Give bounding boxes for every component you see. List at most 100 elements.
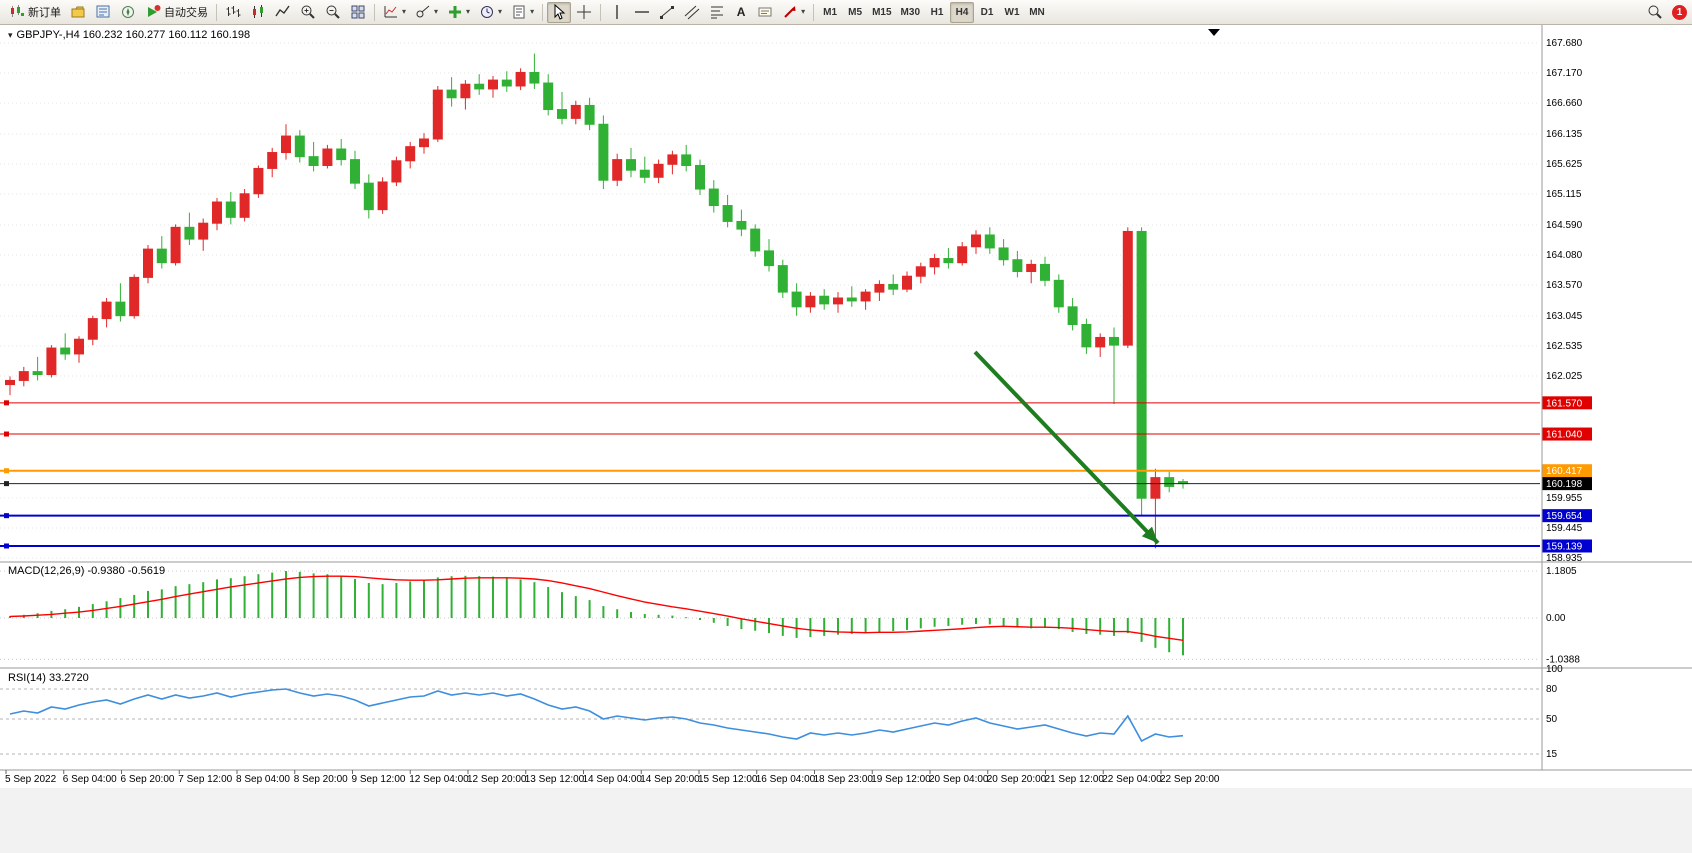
new-order-icon	[9, 4, 25, 20]
timeframe-mn-button[interactable]: MN	[1029, 6, 1045, 18]
timeframe-w1-button[interactable]: W1	[1004, 6, 1020, 18]
new-order-label: 新订单	[28, 7, 61, 19]
candle-body	[239, 193, 250, 218]
bar-chart-type-button[interactable]	[221, 2, 245, 23]
channel-tool-button[interactable]	[680, 2, 704, 23]
search-button[interactable]	[1643, 2, 1667, 23]
candle-body	[377, 181, 388, 211]
zoom-out-button[interactable]	[321, 2, 345, 23]
date-label: 20 Sep 04:00	[929, 774, 989, 785]
objects-list-button[interactable]: ▾	[411, 2, 442, 23]
bar-chart-icon	[225, 4, 241, 20]
scroll-marker[interactable]	[1208, 29, 1220, 36]
level-handle[interactable]	[4, 481, 9, 487]
zoom-in-button[interactable]	[296, 2, 320, 23]
date-label: 18 Sep 23:00	[814, 774, 874, 785]
macd-histogram-bar	[768, 618, 770, 634]
date-label: 7 Sep 12:00	[178, 774, 232, 785]
timeframe-h1-button[interactable]: H1	[930, 6, 944, 18]
chart-plot-area[interactable]	[0, 25, 1540, 562]
date-label: 5 Sep 2022	[5, 774, 57, 785]
rsi-label: RSI(14) 33.2720	[8, 672, 89, 684]
macd-histogram-bar	[1002, 618, 1005, 626]
dropdown-arrow-icon: ▾	[434, 7, 439, 16]
new-order-button[interactable]: 新订单	[5, 2, 65, 23]
candle-body	[101, 301, 112, 320]
market-watch-button[interactable]	[91, 2, 115, 23]
horizontal-line-tool-button[interactable]	[630, 2, 654, 23]
level-handle[interactable]	[4, 400, 9, 406]
macd-histogram-bar	[243, 576, 246, 618]
navigator-icon	[120, 4, 136, 20]
templates-button[interactable]: ▾	[507, 2, 538, 23]
level-handle[interactable]	[4, 543, 9, 549]
text-tool-button[interactable]: A	[730, 2, 752, 23]
trendline-tool-button[interactable]	[655, 2, 679, 23]
tile-windows-button[interactable]	[346, 2, 370, 23]
timeframe-h4-button[interactable]: H4	[950, 1, 974, 23]
candle-body	[60, 347, 71, 355]
macd-histogram-bar	[685, 617, 688, 619]
horizontal-line-icon	[634, 4, 650, 20]
macd-histogram-bar	[464, 575, 467, 618]
price-tick-label: 165.625	[1546, 159, 1583, 170]
macd-histogram-bar	[754, 618, 757, 631]
crosshair-tool-button[interactable]	[572, 2, 596, 23]
indicators-icon	[383, 4, 399, 20]
add-indicator-button[interactable]: ▾	[443, 2, 474, 23]
price-tick-label: 164.590	[1546, 220, 1583, 231]
trend-arrow[interactable]	[973, 350, 1160, 545]
candle-body	[198, 222, 209, 240]
arrows-tool-button[interactable]: ▾	[778, 2, 809, 23]
chart-title-row: ▾ GBPJPY-,H4 160.232 160.277 160.112 160…	[8, 29, 250, 41]
candle-body	[405, 146, 416, 162]
toolbar-separator	[374, 3, 375, 21]
macd-signal-line	[9, 575, 1184, 642]
auto-trading-button[interactable]: 自动交易	[141, 2, 212, 23]
candle-body	[156, 248, 167, 264]
notification-count: 1	[1676, 6, 1683, 18]
macd-histogram-bar	[326, 574, 329, 618]
line-chart-type-button[interactable]	[271, 2, 295, 23]
candle-body	[115, 301, 126, 317]
price-tick-label: 165.115	[1546, 189, 1582, 200]
fibonacci-tool-button[interactable]	[705, 2, 729, 23]
candle-body	[350, 159, 360, 184]
macd-histogram-bar	[781, 618, 784, 636]
rsi-label-text: RSI(14) 33.2720	[8, 672, 89, 684]
timeframe-m15-button[interactable]: M15	[872, 6, 892, 18]
macd-histogram-bar	[809, 618, 812, 638]
vertical-line-tool-button[interactable]	[605, 2, 629, 23]
cursor-tool-button[interactable]	[547, 1, 572, 23]
candle-body	[943, 258, 954, 264]
candle-body	[170, 226, 181, 264]
label-tool-button[interactable]	[753, 2, 777, 23]
macd-histogram-bar	[947, 618, 950, 626]
price-tick-label: 167.680	[1546, 38, 1583, 49]
notification-badge[interactable]: 1	[1672, 4, 1687, 20]
candle-body	[874, 283, 885, 293]
chart-window: 167.680 167.170 166.660 166.135 165.625 165.1…	[0, 25, 1692, 853]
chart-canvas[interactable]: 167.680 167.170 166.660 166.135 165.625 165.1…	[0, 25, 1692, 853]
symbol-dropdown-icon[interactable]: ▾	[8, 29, 13, 40]
price-tick-label: 158.935	[1546, 553, 1583, 564]
date-label: 12 Sep 04:00	[409, 774, 469, 785]
candle-body	[1026, 263, 1037, 272]
navigator-button[interactable]	[116, 2, 140, 23]
chart-profiles-button[interactable]	[66, 2, 90, 23]
macd-histogram-bar	[1140, 618, 1143, 642]
timeframe-m5-button[interactable]: M5	[848, 6, 863, 18]
timeframe-d1-button[interactable]: D1	[980, 6, 994, 18]
date-label: 21 Sep 12:00	[1045, 774, 1105, 785]
level-handle[interactable]	[4, 513, 9, 519]
indicators-list-button[interactable]: ▾	[379, 2, 410, 23]
periods-button[interactable]: ▾	[475, 2, 506, 23]
price-tick-label: 163.570	[1546, 280, 1583, 291]
dropdown-arrow-icon: ▾	[801, 7, 806, 16]
candle-body	[1067, 306, 1078, 325]
candlestick-chart-type-button[interactable]	[246, 2, 270, 23]
timeframe-m30-button[interactable]: M30	[900, 6, 920, 18]
timeframe-m1-button[interactable]: M1	[823, 6, 838, 18]
level-handle[interactable]	[4, 468, 9, 474]
level-handle[interactable]	[4, 431, 9, 437]
